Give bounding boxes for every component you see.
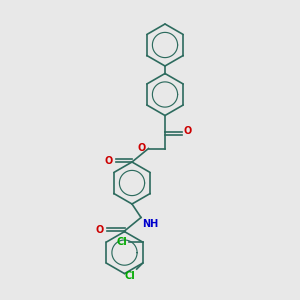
Text: O: O	[184, 126, 192, 136]
Text: Cl: Cl	[124, 271, 135, 281]
Text: O: O	[105, 156, 113, 167]
Text: O: O	[138, 143, 146, 153]
Text: NH: NH	[142, 219, 159, 229]
Text: Cl: Cl	[117, 236, 128, 247]
Text: O: O	[96, 224, 104, 235]
